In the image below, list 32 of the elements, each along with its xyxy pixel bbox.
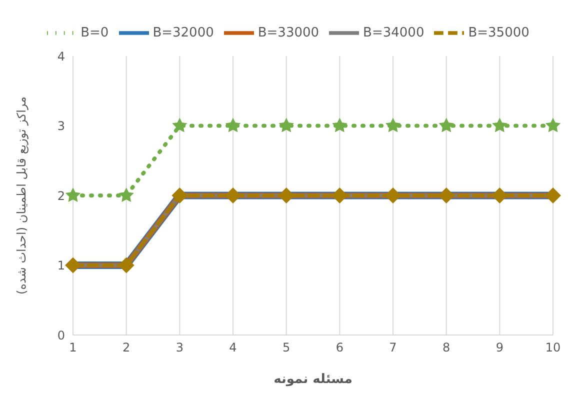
point xyxy=(225,118,241,132)
y-tick-label: 2 xyxy=(57,188,65,203)
x-tick-label: 5 xyxy=(282,340,290,355)
legend-label: B=34000 xyxy=(363,26,424,41)
y-tick-label: 3 xyxy=(57,119,65,134)
x-tick-label: 10 xyxy=(545,340,561,355)
x-tick-label: 1 xyxy=(69,340,77,355)
point xyxy=(65,188,81,202)
point xyxy=(172,118,188,132)
x-tick-label: 7 xyxy=(389,340,397,355)
legend-label: B=33000 xyxy=(258,26,320,41)
y-tick-label: 0 xyxy=(57,328,65,342)
x-tick-label: 9 xyxy=(496,340,504,355)
x-tick-label: 6 xyxy=(336,340,344,355)
x-tick-label: 8 xyxy=(442,340,450,355)
x-tick-label: 2 xyxy=(122,340,130,355)
point xyxy=(118,188,134,202)
point xyxy=(492,118,508,132)
x-tick-label: 3 xyxy=(176,340,184,355)
point xyxy=(332,118,348,132)
point xyxy=(438,118,454,132)
x-axis-title: مسئله نمونه xyxy=(274,372,352,387)
x-tick-label: 4 xyxy=(229,340,237,355)
legend-label: B=32000 xyxy=(152,26,214,41)
point xyxy=(278,118,294,132)
point xyxy=(545,118,561,132)
y-tick-label: 4 xyxy=(57,49,65,64)
legend-label: B=0 xyxy=(80,26,109,41)
legend-label: B=35000 xyxy=(468,26,530,41)
y-tick-label: 1 xyxy=(57,258,65,273)
y-axis-title: مراکز توزیع قابل اطمینان (احداث شده) xyxy=(14,96,28,294)
point xyxy=(385,118,401,132)
